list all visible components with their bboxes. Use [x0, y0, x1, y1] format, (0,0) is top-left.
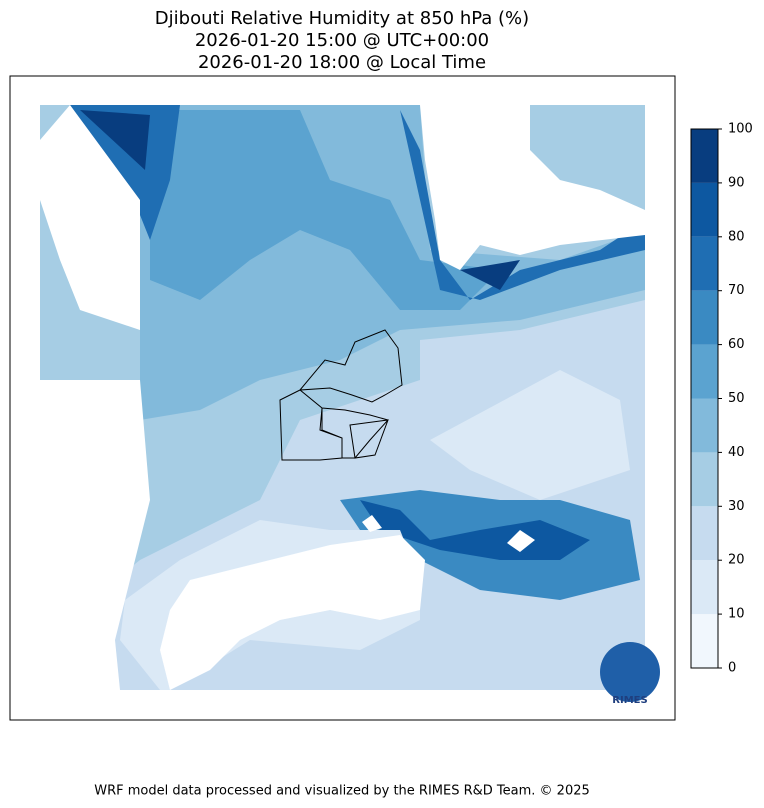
- colorbar-segment: [691, 129, 718, 183]
- colorbar-tick-label: 50: [728, 391, 745, 406]
- colorbar-segment: [691, 182, 718, 237]
- colorbar-tick-label: 60: [728, 337, 745, 352]
- colorbar-tick-label: 100: [728, 122, 753, 137]
- no-data: [40, 380, 150, 690]
- map: [40, 105, 645, 690]
- title-line: Djibouti Relative Humidity at 850 hPa (%…: [155, 8, 529, 29]
- colorbar-segment: [691, 452, 718, 507]
- field-contour: [430, 370, 630, 500]
- colorbar-segment: [691, 290, 718, 345]
- colorbar-tick-label: 30: [728, 499, 745, 514]
- no-data: [40, 105, 140, 330]
- colorbar-segment: [691, 236, 718, 291]
- colorbar-tick-label: 40: [728, 445, 745, 460]
- field-contour: [360, 500, 590, 560]
- title-line: 2026-01-20 15:00 @ UTC+00:00: [195, 30, 489, 51]
- country-border: [279, 329, 403, 461]
- colorbar-segment: [691, 344, 718, 399]
- map-frame: [9, 75, 676, 721]
- colorbar-tick-label: 70: [728, 283, 745, 298]
- footer: WRF model data processed and visualized …: [94, 784, 590, 799]
- colorbar-tick-label: 80: [728, 229, 745, 244]
- colorbar-tick-label: 0: [728, 661, 736, 676]
- logo: RIMES: [600, 642, 660, 706]
- no-data: [362, 515, 535, 552]
- colorbar-segment: [691, 398, 718, 453]
- colorbar-tick-label: 90: [728, 175, 745, 190]
- colorbar-segment: [691, 614, 718, 668]
- colorbar-tick-label: 10: [728, 607, 745, 622]
- colorbar-tick-label: 20: [728, 553, 745, 568]
- field-contour: [150, 110, 500, 310]
- logo-badge: [600, 642, 660, 702]
- colorbar-segment: [691, 506, 718, 561]
- title-line: 2026-01-20 18:00 @ Local Time: [198, 52, 486, 73]
- colorbar-segment: [691, 560, 718, 615]
- field-contour: [80, 110, 520, 290]
- no-data: [160, 535, 425, 690]
- no-data: [420, 105, 645, 270]
- logo-text: RIMES: [612, 695, 647, 706]
